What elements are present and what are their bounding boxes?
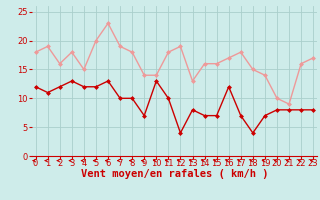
- X-axis label: Vent moyen/en rafales ( km/h ): Vent moyen/en rafales ( km/h ): [81, 169, 268, 179]
